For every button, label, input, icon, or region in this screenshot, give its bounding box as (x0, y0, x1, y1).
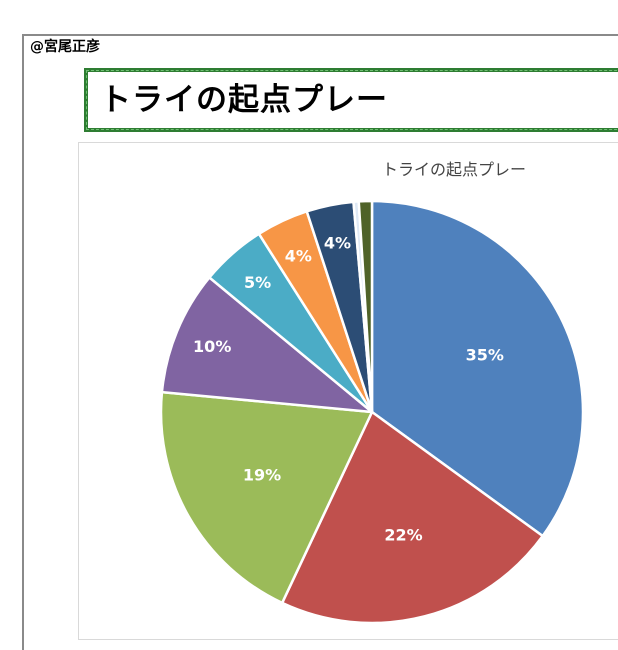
pie-slice-label-1: 35% (466, 346, 504, 365)
page-title: トライの起点プレー (100, 82, 388, 118)
pie-slice-label-2: 22% (384, 526, 422, 545)
author-label: @宮尾正彦 (30, 39, 100, 55)
pie-slice-label-4: 10% (193, 337, 231, 356)
pie-slice-label-7: 4% (324, 234, 351, 253)
pie-slice-4 (160, 276, 374, 414)
outer-frame (22, 34, 618, 650)
pie-slice-label-5: 5% (244, 273, 271, 292)
chart-title: トライの起点プレー (382, 160, 527, 179)
pie-slice-3 (159, 390, 374, 605)
pie-slice-label-3: 19% (243, 466, 281, 485)
pie-slice-9 (357, 199, 374, 414)
pie-slice-label-6: 4% (285, 246, 312, 265)
pie-slice-1 (370, 199, 585, 538)
title-banner: トライの起点プレー (84, 68, 618, 132)
